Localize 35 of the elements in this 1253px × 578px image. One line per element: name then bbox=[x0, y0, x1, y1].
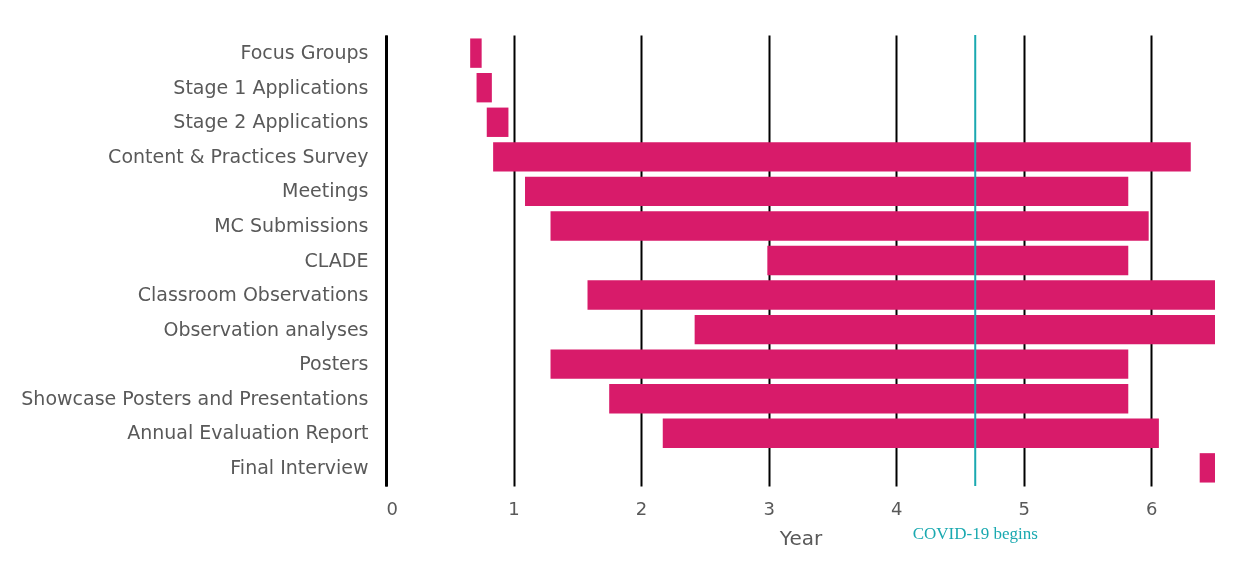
bar bbox=[694, 314, 1215, 345]
bar bbox=[486, 107, 509, 137]
bar bbox=[470, 38, 482, 68]
y-tick-label: Annual Evaluation Report bbox=[127, 421, 369, 444]
bar bbox=[1199, 453, 1215, 483]
y-tick-label: Focus Groups bbox=[240, 41, 369, 64]
y-tick-label: Content & Practices Survey bbox=[108, 144, 369, 167]
y-tick-label: CLADE bbox=[304, 248, 369, 271]
bar bbox=[587, 280, 1215, 310]
bar bbox=[550, 349, 1129, 379]
bar bbox=[609, 384, 1129, 414]
x-tick-label: 4 bbox=[890, 497, 903, 519]
y-tick-label: MC Submissions bbox=[214, 213, 369, 236]
y-tick-label: Classroom Observations bbox=[137, 283, 369, 306]
x-tick-label: 2 bbox=[635, 497, 648, 519]
y-tick-label: Posters bbox=[299, 352, 369, 375]
ref-line-label: COVID-19 begins bbox=[912, 524, 1038, 543]
bar bbox=[493, 142, 1191, 172]
x-tick-label: 0 bbox=[386, 497, 398, 519]
x-tick-label: 1 bbox=[508, 497, 520, 519]
y-tick-label: Stage 1 Applications bbox=[173, 75, 369, 98]
bar bbox=[767, 245, 1129, 276]
y-tick-label: Observation analyses bbox=[163, 317, 369, 340]
y-tick-label: Showcase Posters and Presentations bbox=[21, 386, 369, 409]
x-axis-title: Year bbox=[778, 525, 823, 550]
y-tick-label: Meetings bbox=[281, 179, 369, 202]
x-tick-label: 6 bbox=[1146, 497, 1158, 519]
bar bbox=[550, 211, 1149, 241]
bar bbox=[525, 176, 1129, 207]
y-tick-label: Stage 2 Applications bbox=[173, 110, 369, 133]
y-tick-label: Final Interview bbox=[230, 455, 369, 478]
bar bbox=[662, 418, 1159, 448]
x-tick-label: 3 bbox=[763, 497, 775, 519]
x-tick-label: 5 bbox=[1018, 497, 1030, 519]
bar bbox=[476, 73, 492, 103]
